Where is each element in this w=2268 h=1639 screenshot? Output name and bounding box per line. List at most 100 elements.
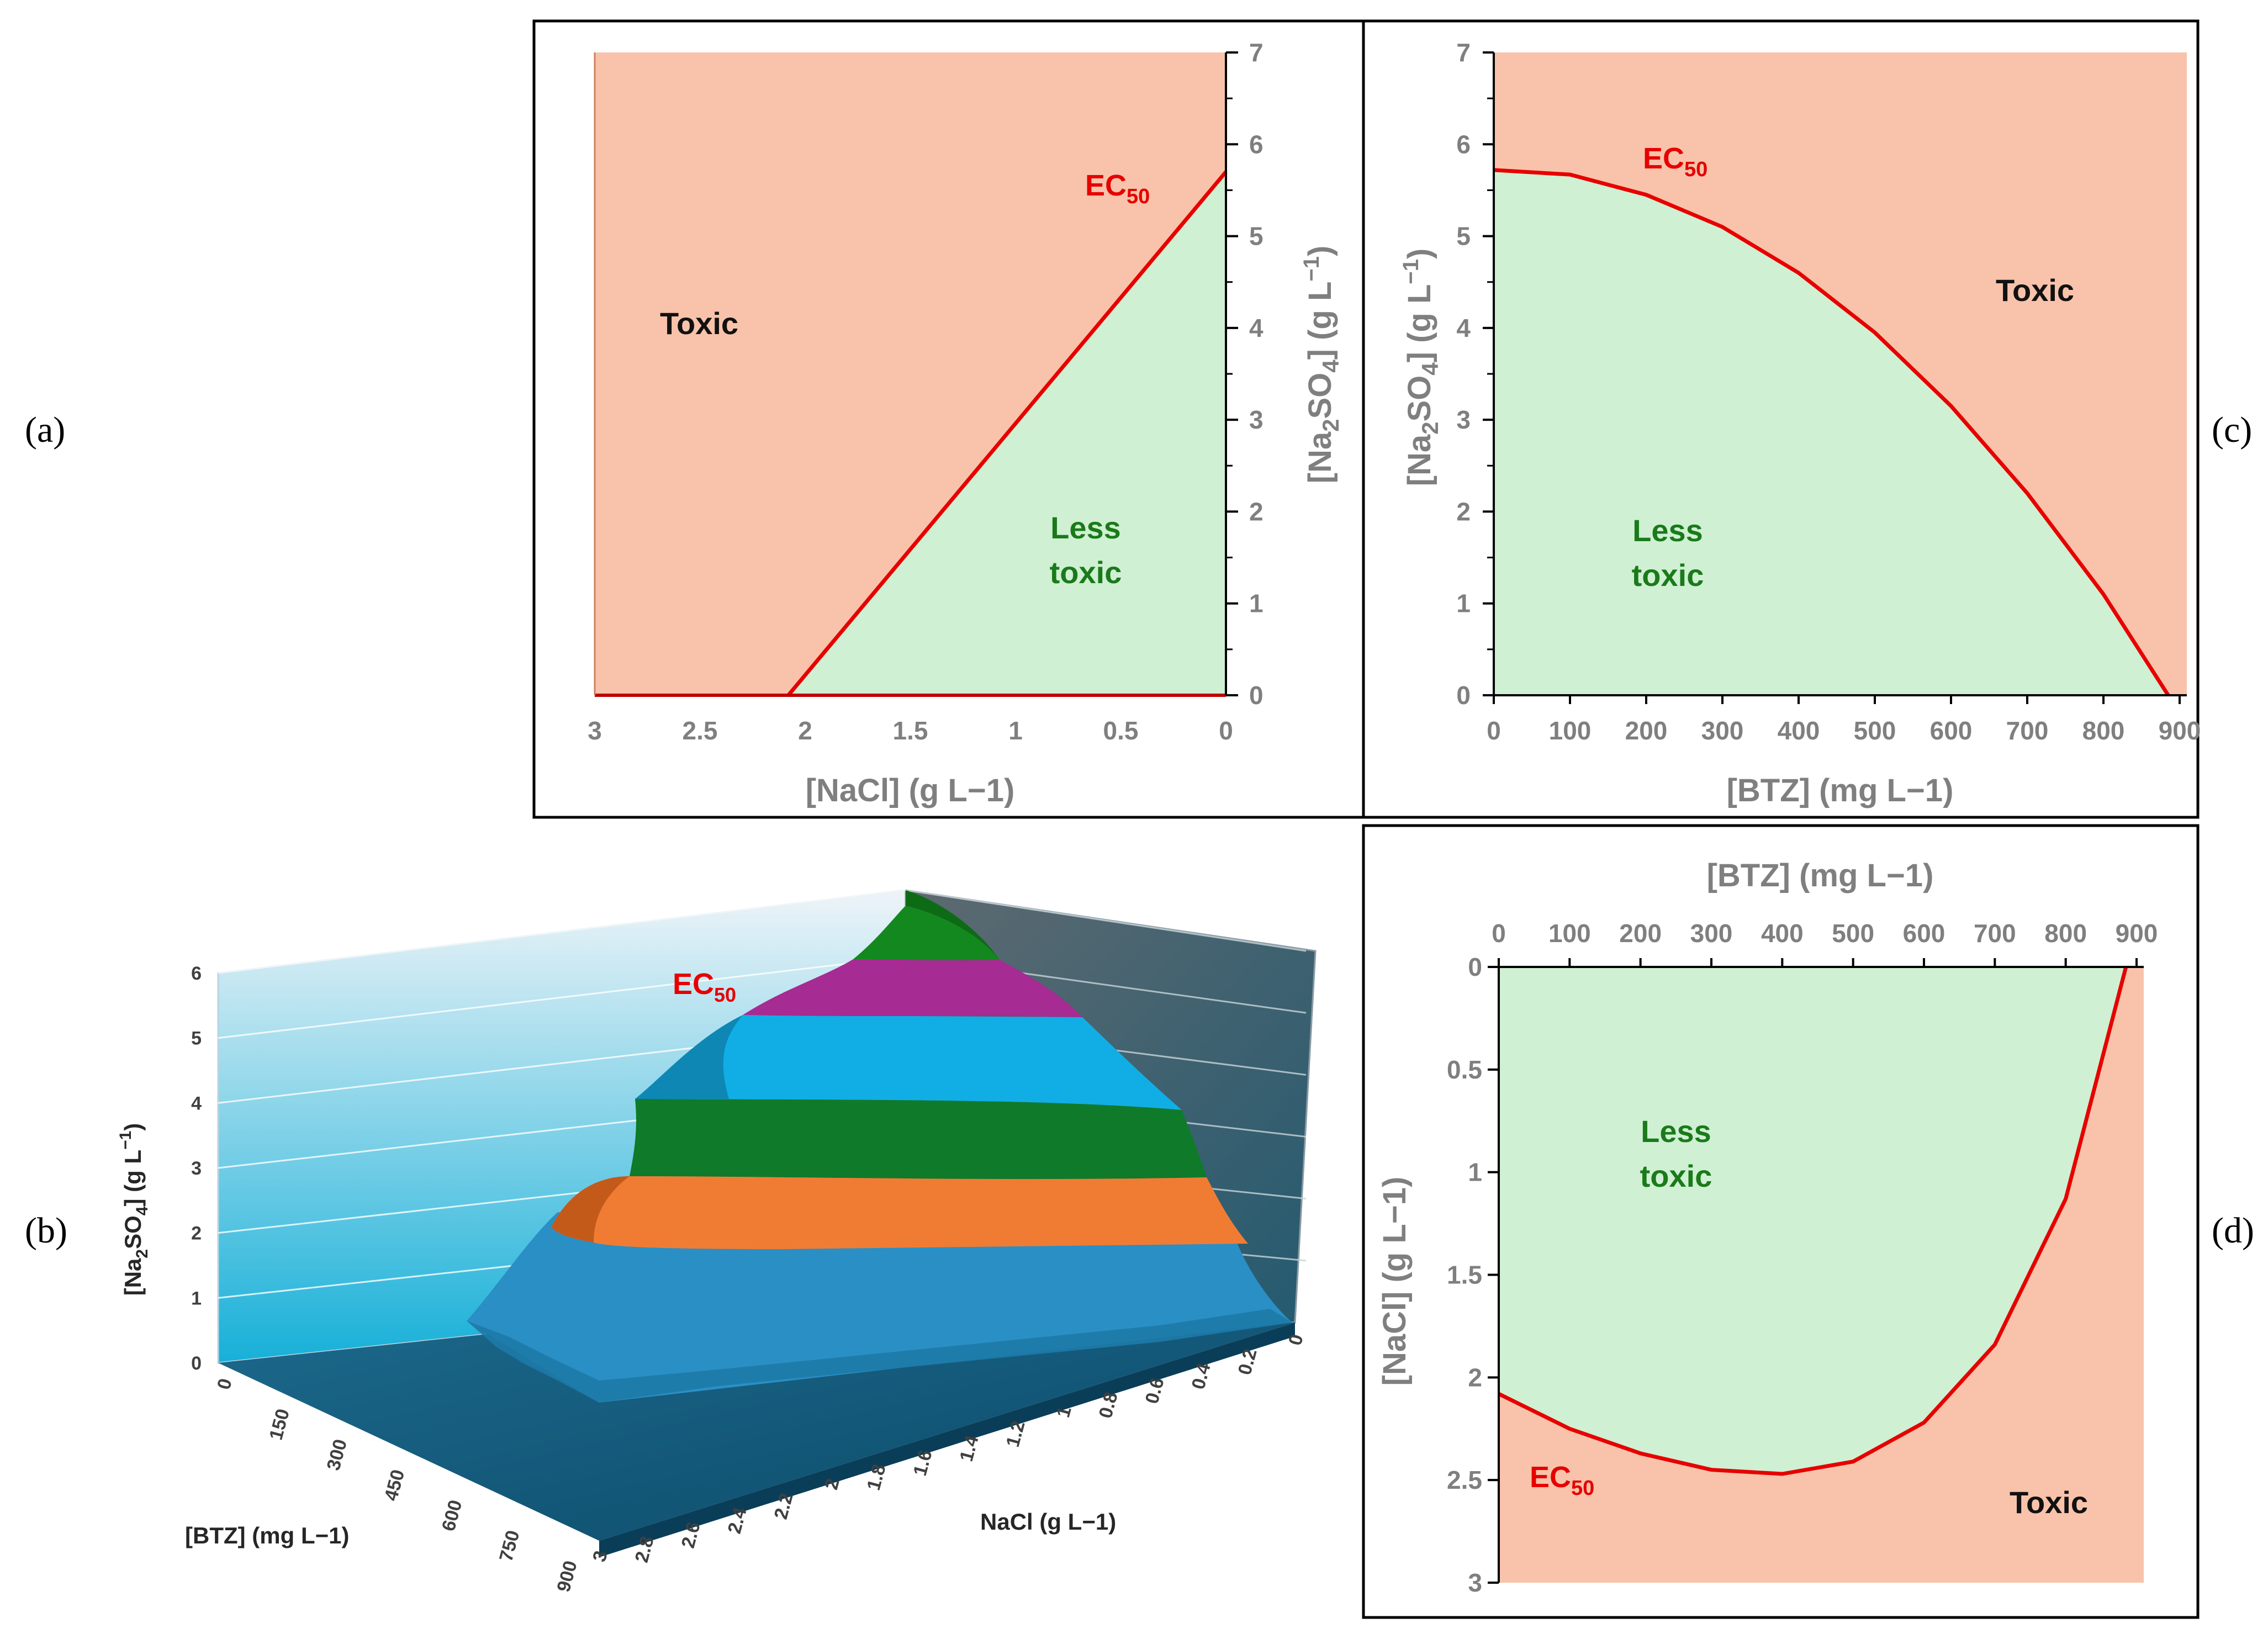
chart-a-ec50-sub: 50: [1127, 185, 1150, 208]
panel-tag-a: (a): [25, 410, 65, 450]
chart-c-ytick-label: 2: [1456, 497, 1471, 526]
chart-b-band-2: [630, 1097, 1207, 1180]
chart-a-ytick-label: 7: [1249, 38, 1263, 67]
chart-d-less-label-2: toxic: [1640, 1159, 1712, 1193]
chart-b-xtick-label: 150: [266, 1407, 294, 1442]
chart-b-floor-front: [599, 1323, 1295, 1557]
chart-d-x-ticks: 0 100 200 300 400 500 600 700 800 900: [1492, 919, 2158, 967]
chart-a-xtick-label: 2.5: [683, 716, 718, 745]
chart-b-band-4: [743, 959, 1082, 1017]
panel-c-frame: [1362, 19, 2200, 819]
chart-b-xtick-label: 450: [380, 1467, 409, 1503]
chart-b-ylabel: NaCl (g L−1): [980, 1509, 1116, 1535]
chart-d: 0 0.5 1 1.5 2 2.5 3 0 100 200 300 400 500 600 700 800 9…: [1377, 858, 2158, 1597]
chart-b-band-1: [551, 1176, 1248, 1249]
chart-c-xtick-label: 600: [1930, 716, 1973, 745]
chart-c-ytick-label: 5: [1456, 222, 1471, 251]
chart-a-xtick-label: 0: [1219, 716, 1233, 745]
chart-b-ztick-label: 5: [191, 1028, 202, 1049]
chart-c-y-ticks: 0 1 2 3 4 5 6 7: [1456, 38, 1494, 710]
chart-d-ytick-label: 0.5: [1447, 1055, 1482, 1084]
chart-c-xtick-label: 0: [1487, 716, 1501, 745]
chart-b-ztick-label: 4: [191, 1093, 202, 1114]
panel-tag-c: (c): [2212, 410, 2252, 450]
chart-d-xtick-label: 300: [1690, 919, 1733, 948]
chart-d-ec50-text: EC: [1530, 1461, 1571, 1494]
chart-a-ytick-label: 2: [1249, 497, 1263, 526]
chart-d-xtick-label: 800: [2044, 919, 2087, 948]
chart-c-ec50-line: [1493, 168, 2170, 696]
chart-b-z-ticks: 0 1 2 3 4 5 6: [191, 963, 202, 1374]
chart-a-less-label-2: toxic: [1050, 555, 1122, 590]
chart-a-ec50-label: EC50: [1085, 169, 1150, 208]
chart-d-xtick-label: 700: [1974, 919, 2016, 948]
chart-b-band-3: [635, 1015, 1182, 1110]
chart-b-zlabel: [Na2SO4] (g L−1): [117, 1123, 151, 1296]
chart-c-xtick-label: 400: [1778, 716, 1820, 745]
chart-d-xtick-label: 500: [1832, 919, 1874, 948]
chart-a-xtick-label: 0.5: [1103, 716, 1139, 745]
chart-c-ytick-label: 4: [1456, 314, 1471, 342]
chart-c-xtick-label: 100: [1549, 716, 1592, 745]
chart-b-band-3-shade: [635, 1015, 743, 1099]
chart-d-xtick-label: 200: [1619, 919, 1662, 948]
chart-b-x-ticks: 0 150 300 450 600 750 900: [213, 1376, 581, 1594]
chart-b-ec50-label: EC50: [673, 967, 736, 1006]
chart-a-ytick-label: 5: [1249, 222, 1263, 251]
chart-d-ylabel: [NaCl] (g L−1): [1377, 1177, 1413, 1386]
chart-d-xtick-label: 400: [1761, 919, 1804, 948]
chart-c-ytick-label: 6: [1456, 130, 1471, 158]
panel-tag-d: (d): [2212, 1210, 2254, 1251]
chart-b: 0 1 2 3 4 5 6 0 150 300 450 600 750 900 3 2.8 2.6 2.4 2.…: [117, 889, 1317, 1594]
chart-c-ylabel: [Na2SO4] (g L−1): [1399, 249, 1443, 487]
chart-b-gridline-side: [905, 889, 1307, 952]
chart-d-ec50-label: EC50: [1530, 1461, 1594, 1500]
chart-b-ztick-label: 0: [191, 1353, 202, 1374]
chart-d-less-toxic-area: [1499, 967, 2126, 1474]
chart-d-ytick-label: 1.5: [1447, 1261, 1482, 1289]
chart-d-ytick-label: 2: [1468, 1363, 1482, 1392]
chart-c-less-toxic-area: [1494, 170, 2169, 695]
chart-c-xtick-label: 500: [1854, 716, 1896, 745]
chart-c-xtick-label: 900: [2159, 716, 2201, 745]
chart-a-ytick-label: 4: [1249, 314, 1263, 342]
chart-d-xtick-label: 0: [1492, 919, 1506, 948]
chart-c-ytick-label: 0: [1456, 681, 1471, 710]
chart-a-ytick-label: 0: [1249, 681, 1263, 710]
chart-b-band-5-top: [906, 890, 1000, 960]
chart-b-band-0: [467, 1212, 1292, 1403]
chart-c-toxic-label: Toxic: [1996, 273, 2074, 308]
chart-d-ytick-label: 0: [1468, 953, 1482, 981]
chart-a-xtick-label: 2: [798, 716, 812, 745]
chart-c-xtick-label: 300: [1701, 716, 1744, 745]
chart-c-ytick-label: 3: [1456, 405, 1471, 434]
chart-d-ec50-sub: 50: [1571, 1477, 1594, 1500]
chart-a-ytick-label: 3: [1249, 405, 1263, 434]
chart-b-ztick-label: 3: [191, 1158, 202, 1179]
chart-a-ec50-line: [786, 170, 1228, 697]
chart-a-xtick-label: 1.5: [893, 716, 928, 745]
chart-b-gridline-back: [218, 956, 906, 1039]
chart-d-toxic-label: Toxic: [2010, 1485, 2088, 1520]
chart-d-xtick-label: 600: [1903, 919, 1945, 948]
chart-c-xtick-label: 200: [1625, 716, 1668, 745]
chart-c-less-label-1: Less: [1632, 513, 1703, 548]
chart-a-y-ticks: 0 1 2 3 4 5 6 7: [1226, 38, 1263, 710]
chart-d-ytick-label: 3: [1468, 1568, 1482, 1597]
chart-b-band-0-ridges: [467, 1309, 1292, 1403]
chart-b-ztick-label: 2: [191, 1223, 202, 1244]
chart-b-xtick-label: 0: [213, 1376, 236, 1392]
chart-c-less-label-2: toxic: [1632, 558, 1704, 593]
chart-a-xtick-label: 3: [588, 716, 602, 745]
chart-b-band-5: [853, 906, 1000, 960]
chart-b-gridline-back: [218, 889, 906, 974]
chart-b-ztick-label: 6: [191, 963, 202, 984]
chart-d-xtick-label: 900: [2116, 919, 2158, 948]
chart-b-xtick-label: 600: [438, 1498, 466, 1534]
panel-tag-b: (b): [25, 1210, 67, 1251]
chart-c-ec50-text: EC: [1643, 142, 1684, 175]
chart-d-ec50-line: [1498, 966, 2128, 1476]
panel-d-frame: [1362, 824, 2200, 1619]
chart-c-xlabel: [BTZ] (mg L−1): [1727, 773, 1954, 808]
